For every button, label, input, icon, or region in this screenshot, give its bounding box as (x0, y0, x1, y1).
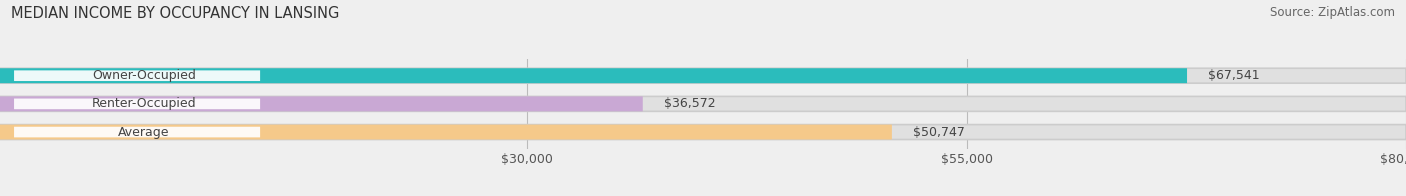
Text: $50,747: $50,747 (912, 126, 965, 139)
Text: Average: Average (118, 126, 170, 139)
FancyBboxPatch shape (0, 96, 1406, 111)
Text: MEDIAN INCOME BY OCCUPANCY IN LANSING: MEDIAN INCOME BY OCCUPANCY IN LANSING (11, 6, 340, 21)
FancyBboxPatch shape (0, 96, 643, 111)
FancyBboxPatch shape (14, 99, 260, 109)
FancyBboxPatch shape (0, 125, 891, 140)
FancyBboxPatch shape (0, 68, 1406, 83)
Text: $67,541: $67,541 (1208, 69, 1260, 82)
Text: Owner-Occupied: Owner-Occupied (93, 69, 195, 82)
FancyBboxPatch shape (0, 68, 1187, 83)
Text: Source: ZipAtlas.com: Source: ZipAtlas.com (1270, 6, 1395, 19)
FancyBboxPatch shape (0, 125, 1406, 140)
Text: $36,572: $36,572 (664, 97, 716, 110)
FancyBboxPatch shape (14, 127, 260, 137)
FancyBboxPatch shape (14, 70, 260, 81)
Text: Renter-Occupied: Renter-Occupied (91, 97, 197, 110)
